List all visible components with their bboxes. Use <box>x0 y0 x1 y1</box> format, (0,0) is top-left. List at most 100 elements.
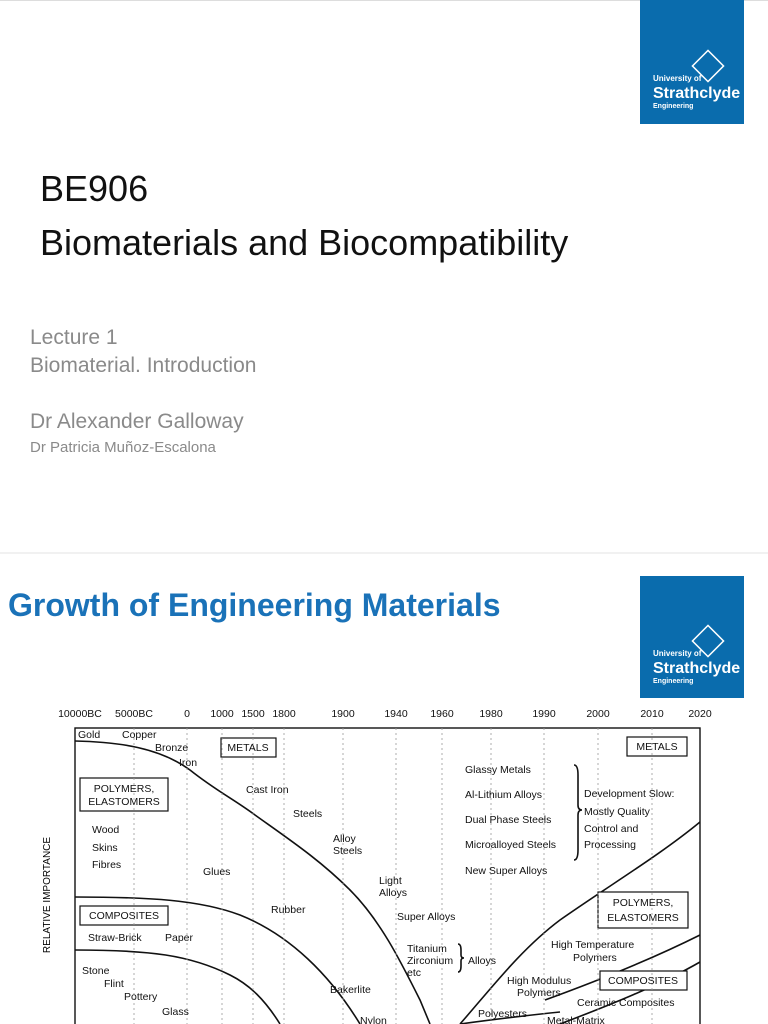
diagram-label: Iron <box>179 757 197 769</box>
label-box <box>599 970 688 991</box>
diagram-label: Polyesters <box>478 1008 527 1020</box>
diagram-label: Zirconium <box>407 955 453 967</box>
diagram-label: Bakerlite <box>330 984 371 996</box>
diagram-frame <box>74 727 701 1024</box>
label-box <box>597 891 689 929</box>
diagram-label: Mostly Quality <box>584 806 651 818</box>
polymers-curve <box>459 821 701 1024</box>
bracket <box>573 764 583 861</box>
logo-text: University of <box>653 649 702 658</box>
logo-text: University of <box>653 74 702 83</box>
year-label: 5000BC <box>115 708 153 720</box>
logo-emblem <box>691 49 725 83</box>
diagram-label: Cast Iron <box>246 784 289 796</box>
label-box <box>220 737 277 758</box>
diagram-label: Paper <box>165 932 194 944</box>
diagram-label: Skins <box>92 842 118 854</box>
diagram-label: METALS <box>636 741 677 753</box>
diagram-label: Al-Lithium Alloys <box>465 789 542 801</box>
slide-title: Growth of Engineering Materials <box>8 587 501 623</box>
diagram-label: Alloys <box>379 887 407 899</box>
label-box <box>79 777 169 812</box>
year-label: 2000 <box>586 708 610 720</box>
diagram-label: POLYMERS, <box>613 897 674 909</box>
composites-curve <box>559 961 701 1024</box>
diagram-label: Processing <box>584 839 636 851</box>
year-label: 2020 <box>688 708 712 720</box>
diagram-label: Bronze <box>155 742 188 754</box>
diagram-label: Titanium <box>407 943 447 955</box>
year-label: 1960 <box>430 708 454 720</box>
diagram-label: Microalloyed Steels <box>465 839 556 851</box>
diagram-label: Gold <box>78 729 100 741</box>
diagram-label: Alloy <box>333 833 357 845</box>
materials-diagram: RELATIVE IMPORTANCE 10000BC 5000BC 0 1000 15… <box>42 708 712 1024</box>
year-label: 1500 <box>241 708 265 720</box>
logo-background <box>640 576 744 698</box>
diagram-label: New Super Alloys <box>465 865 547 877</box>
logo-text: Strathclyde <box>653 660 740 677</box>
polymers-early-curve <box>74 896 361 1024</box>
diagram-label: Wood <box>92 824 119 836</box>
diagram-label: Steels <box>293 808 322 820</box>
diagram-label: High Temperature <box>551 939 634 951</box>
metals-curve <box>74 740 431 1024</box>
diagram-label: Metal-Matrix <box>547 1015 606 1024</box>
diagram-label: High Modulus <box>507 975 571 987</box>
diagram-label: COMPOSITES <box>89 910 159 922</box>
year-label: 1900 <box>331 708 355 720</box>
year-label: 0 <box>184 708 190 720</box>
year-label: 2010 <box>640 708 664 720</box>
diagram-label: COMPOSITES <box>608 975 678 987</box>
diagram-label: Pottery <box>124 991 158 1003</box>
logo-emblem <box>691 624 725 658</box>
logo-text: Strathclyde <box>653 85 740 102</box>
diagram-label: Copper <box>122 729 157 741</box>
year-label: 1980 <box>479 708 503 720</box>
logo-text: Engineering <box>653 103 693 110</box>
year-label: 1000 <box>210 708 234 720</box>
author: Dr Alexander Galloway <box>30 410 244 433</box>
diagram-label: Polymers <box>573 952 617 964</box>
diagram-label: Glues <box>203 866 230 878</box>
slide-title: Biomaterials and Biocompatibility <box>40 222 568 263</box>
year-label: 10000BC <box>58 708 102 720</box>
diagram-label: POLYMERS, <box>94 783 155 795</box>
diagram-label: etc <box>407 967 421 979</box>
diagram-label: Light <box>379 875 402 887</box>
diagram-label: Super Alloys <box>397 911 455 923</box>
year-label: 1940 <box>384 708 408 720</box>
diagram-label: Polymers <box>517 987 561 999</box>
diagram-label: Steels <box>333 845 362 857</box>
slide-title: BE906 <box>40 168 148 209</box>
diagram-label: Straw-Brick <box>88 932 142 944</box>
diagram-label: Ceramic Composites <box>577 997 674 1009</box>
diagram-label: Fibres <box>92 859 121 871</box>
label-box <box>79 905 169 926</box>
diagram-label: Glassy Metals <box>465 764 531 776</box>
bracket <box>457 943 465 973</box>
diagram-label: METALS <box>227 742 268 754</box>
diagram-label: Control and <box>584 823 638 835</box>
label-box <box>626 736 688 757</box>
year-label: 1990 <box>532 708 556 720</box>
diagram-label: Nylon <box>360 1015 387 1024</box>
diagram-label: Dual Phase Steels <box>465 814 551 826</box>
diagram-label: ELASTOMERS <box>607 912 679 924</box>
composites-curve <box>459 1011 561 1024</box>
diagram-label: Rubber <box>271 904 306 916</box>
year-label: 1800 <box>272 708 296 720</box>
logo-text: Engineering <box>653 678 693 685</box>
diagram-label: Alloys <box>468 955 496 967</box>
diagram-label: Flint <box>104 978 124 990</box>
diagram-label: Glass <box>162 1006 189 1018</box>
diagram-label: Development Slow: <box>584 788 674 800</box>
composites-early-curve <box>74 949 281 1024</box>
lecture-topic: Biomaterial. Introduction <box>30 354 256 377</box>
y-axis-label: RELATIVE IMPORTANCE <box>42 837 53 953</box>
lecture-number: Lecture 1 <box>30 326 118 349</box>
diagram-label: ELASTOMERS <box>88 796 160 808</box>
composites-curve <box>544 934 701 1001</box>
